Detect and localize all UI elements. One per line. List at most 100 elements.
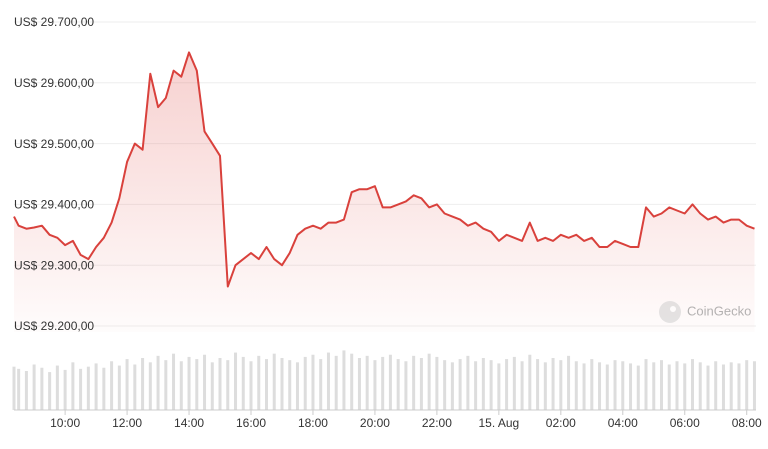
volume-bar xyxy=(667,364,671,410)
volume-bar xyxy=(528,354,532,410)
volume-bar xyxy=(203,354,207,410)
watermark-logo-eye xyxy=(670,306,676,312)
volume-bar xyxy=(110,361,114,410)
volume-bar xyxy=(745,360,749,410)
volume-bar xyxy=(543,362,547,410)
watermark-text: CoinGecko xyxy=(687,303,751,318)
volume-bar xyxy=(24,371,28,410)
volume-bar xyxy=(94,363,98,410)
volume-bar xyxy=(427,353,431,410)
volume-bar xyxy=(234,352,238,410)
volume-bar xyxy=(17,368,21,410)
volume-bar xyxy=(489,360,493,410)
volume-bar xyxy=(373,360,377,410)
volume-bar xyxy=(295,362,299,410)
labels: US$ 29.200,00 US$ 29.300,00 US$ 29.400,00 U… xyxy=(14,15,762,430)
x-tick-label: 20:00 xyxy=(360,416,390,430)
volume-bar xyxy=(396,359,400,410)
volume-bar xyxy=(450,362,454,410)
price-line xyxy=(13,51,755,288)
volume-bar xyxy=(683,363,687,410)
volume-bar xyxy=(164,360,168,410)
volume-bar xyxy=(381,356,385,410)
volume-bar xyxy=(133,364,137,410)
price-area xyxy=(14,52,755,333)
y-tick-label: US$ 29.400,00 xyxy=(14,198,94,212)
plot xyxy=(13,51,755,333)
y-tick-label: US$ 29.500,00 xyxy=(14,137,94,151)
volume-bar xyxy=(241,356,245,410)
volume-bar xyxy=(729,362,733,410)
x-tick-label: 08:00 xyxy=(732,416,762,430)
volume-bar xyxy=(590,359,594,410)
volume-bar xyxy=(86,366,90,410)
volume-bar xyxy=(412,355,416,410)
y-tick-label: US$ 29.200,00 xyxy=(14,319,94,333)
volume-bar xyxy=(357,358,361,410)
volume-bar xyxy=(714,361,718,410)
x-tick-label: 06:00 xyxy=(670,416,700,430)
volume-bar xyxy=(264,359,268,410)
volume-bar xyxy=(40,367,44,410)
volume-bar xyxy=(179,361,183,410)
volume-bar xyxy=(698,362,702,410)
volume-bar xyxy=(187,356,191,410)
volume-bar xyxy=(660,360,664,410)
x-tick-label: 14:00 xyxy=(174,416,204,430)
volume-bar xyxy=(55,365,59,410)
y-tick-label: US$ 29.600,00 xyxy=(14,76,94,90)
volume-bar xyxy=(102,367,106,410)
volume-bar xyxy=(32,364,36,410)
volume-bar xyxy=(288,360,292,410)
volume-bar xyxy=(536,359,540,410)
volume-bar xyxy=(621,361,625,410)
volume-bar xyxy=(644,359,648,410)
volume-bar xyxy=(419,358,423,410)
volume-bar xyxy=(551,358,555,410)
volume-bar xyxy=(156,355,160,410)
volume-bar xyxy=(512,356,516,410)
watermark-logo xyxy=(659,301,681,323)
volume-bar xyxy=(311,354,315,410)
volume-bar xyxy=(613,360,617,410)
volume-bar xyxy=(721,364,725,410)
x-tick-label: 12:00 xyxy=(112,416,142,430)
volume-bar xyxy=(752,361,756,410)
volume-bar xyxy=(505,359,509,410)
volume-bar xyxy=(12,366,16,410)
volume-bar xyxy=(257,355,261,410)
volume-bar xyxy=(172,353,176,410)
volume-bar xyxy=(520,361,524,410)
volume-bar xyxy=(636,365,640,410)
y-tick-label: US$ 29.700,00 xyxy=(14,15,94,29)
volume-bar xyxy=(210,362,214,410)
volume-bar xyxy=(675,361,679,410)
volume-bar xyxy=(249,361,253,410)
volume-bar xyxy=(218,358,222,410)
volume-bar xyxy=(582,363,586,410)
watermark: CoinGecko xyxy=(659,301,751,323)
volume-bar xyxy=(481,358,485,410)
volume-bar xyxy=(125,359,129,410)
volume-bar xyxy=(303,356,307,410)
volume-bar xyxy=(148,362,152,410)
x-tick-label: 18:00 xyxy=(298,416,328,430)
volume-bar xyxy=(388,354,392,410)
volume-bar xyxy=(226,360,230,410)
volume-bar xyxy=(629,363,633,410)
volume-bar xyxy=(404,361,408,410)
volume-bar xyxy=(350,353,354,410)
volume-bar xyxy=(497,363,501,410)
volume-bar xyxy=(706,365,710,410)
volume-bar xyxy=(435,356,439,410)
volume-bar xyxy=(326,352,330,410)
volume-bar xyxy=(474,361,478,410)
volume-bar xyxy=(79,368,83,410)
x-tick-label: 02:00 xyxy=(546,416,576,430)
x-tick-label: 04:00 xyxy=(608,416,638,430)
volume-bar xyxy=(458,359,462,410)
x-tick-label: 15. Aug xyxy=(478,416,519,430)
x-tick-label: 10:00 xyxy=(50,416,80,430)
